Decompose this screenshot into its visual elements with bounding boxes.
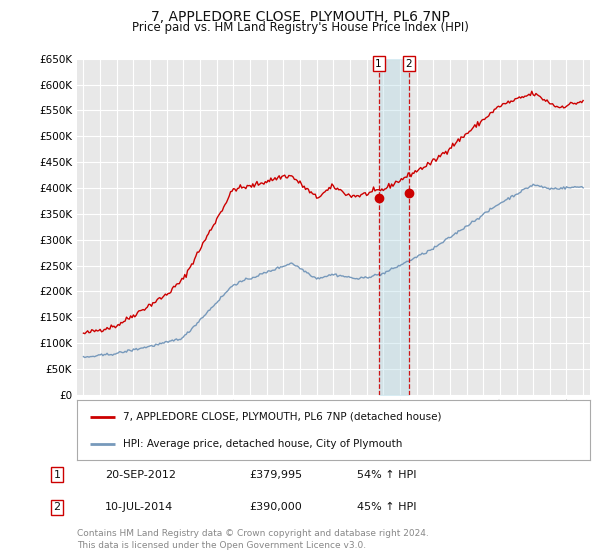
Text: 45% ↑ HPI: 45% ↑ HPI xyxy=(357,502,416,512)
Text: 1: 1 xyxy=(53,470,61,480)
Text: 7, APPLEDORE CLOSE, PLYMOUTH, PL6 7NP (detached house): 7, APPLEDORE CLOSE, PLYMOUTH, PL6 7NP (d… xyxy=(123,412,442,422)
Text: 2: 2 xyxy=(405,59,412,69)
Text: £379,995: £379,995 xyxy=(249,470,302,480)
Text: This data is licensed under the Open Government Licence v3.0.: This data is licensed under the Open Gov… xyxy=(77,541,366,550)
Text: Price paid vs. HM Land Registry's House Price Index (HPI): Price paid vs. HM Land Registry's House … xyxy=(131,21,469,34)
Text: Contains HM Land Registry data © Crown copyright and database right 2024.: Contains HM Land Registry data © Crown c… xyxy=(77,529,428,538)
Text: 20-SEP-2012: 20-SEP-2012 xyxy=(105,470,176,480)
Text: 54% ↑ HPI: 54% ↑ HPI xyxy=(357,470,416,480)
Text: £390,000: £390,000 xyxy=(249,502,302,512)
Text: 1: 1 xyxy=(375,59,382,69)
Text: HPI: Average price, detached house, City of Plymouth: HPI: Average price, detached house, City… xyxy=(123,439,403,449)
Text: 10-JUL-2014: 10-JUL-2014 xyxy=(105,502,173,512)
Text: 2: 2 xyxy=(53,502,61,512)
Text: 7, APPLEDORE CLOSE, PLYMOUTH, PL6 7NP: 7, APPLEDORE CLOSE, PLYMOUTH, PL6 7NP xyxy=(151,10,449,24)
